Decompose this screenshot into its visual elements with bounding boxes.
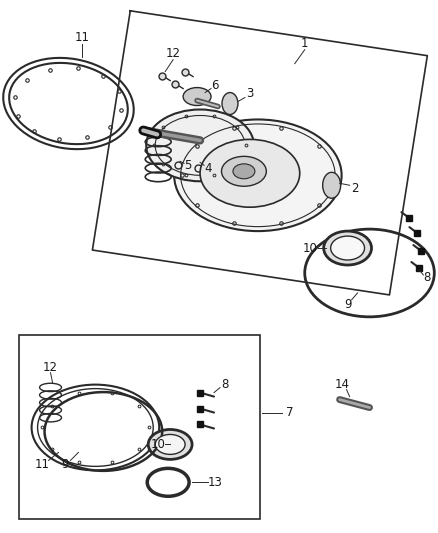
Text: 14: 14 <box>335 378 350 391</box>
Text: 3: 3 <box>246 87 254 100</box>
Text: 1: 1 <box>301 37 308 50</box>
Text: 11: 11 <box>75 31 90 44</box>
Ellipse shape <box>222 156 266 186</box>
Text: 11: 11 <box>35 458 50 471</box>
Text: 9: 9 <box>344 298 351 311</box>
Text: 8: 8 <box>424 271 431 285</box>
Ellipse shape <box>324 231 371 265</box>
Text: 10: 10 <box>151 438 166 451</box>
Text: 4: 4 <box>204 162 212 175</box>
Ellipse shape <box>183 87 211 106</box>
Text: 10: 10 <box>302 241 317 255</box>
Text: 12: 12 <box>166 47 180 60</box>
Ellipse shape <box>222 93 238 115</box>
Ellipse shape <box>323 172 341 198</box>
Text: 6: 6 <box>211 79 219 92</box>
Text: 2: 2 <box>351 182 358 195</box>
Ellipse shape <box>148 430 192 459</box>
Ellipse shape <box>146 109 254 181</box>
Ellipse shape <box>155 434 185 455</box>
Text: 12: 12 <box>43 361 58 374</box>
Ellipse shape <box>331 236 364 260</box>
Ellipse shape <box>200 140 300 207</box>
Bar <box>19 335 260 519</box>
Text: 8: 8 <box>221 378 229 391</box>
Ellipse shape <box>174 119 342 231</box>
Ellipse shape <box>233 164 255 179</box>
Text: 7: 7 <box>286 406 293 419</box>
Text: 13: 13 <box>208 476 223 489</box>
Text: 9: 9 <box>62 458 69 471</box>
Text: 5: 5 <box>184 159 192 172</box>
